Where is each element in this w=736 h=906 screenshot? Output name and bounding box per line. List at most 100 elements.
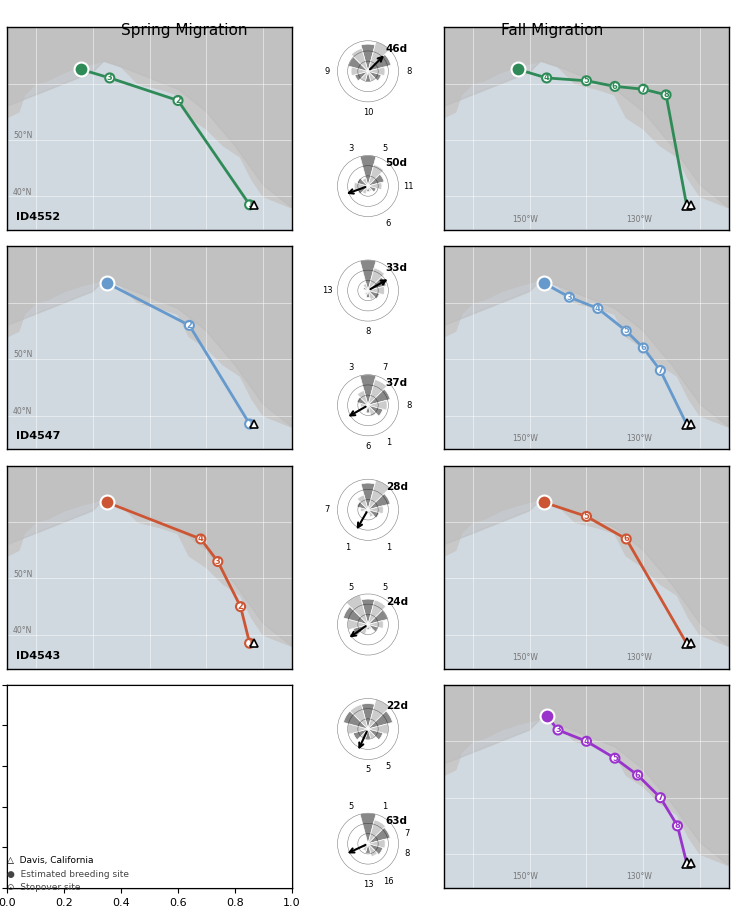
Circle shape bbox=[582, 76, 591, 85]
Wedge shape bbox=[368, 724, 389, 734]
Text: ID4547: ID4547 bbox=[16, 431, 60, 441]
Text: 3: 3 bbox=[348, 144, 354, 153]
Polygon shape bbox=[445, 685, 729, 865]
Wedge shape bbox=[366, 291, 368, 293]
Circle shape bbox=[105, 73, 114, 82]
Circle shape bbox=[565, 293, 574, 302]
Wedge shape bbox=[368, 711, 392, 729]
Text: 46d: 46d bbox=[386, 43, 408, 53]
Text: 130°W: 130°W bbox=[626, 872, 652, 882]
Text: 5: 5 bbox=[623, 326, 629, 335]
Text: 1: 1 bbox=[247, 200, 252, 209]
Text: 8: 8 bbox=[406, 67, 411, 76]
Wedge shape bbox=[353, 729, 368, 740]
Wedge shape bbox=[368, 186, 372, 191]
Text: 130°W: 130°W bbox=[626, 434, 652, 443]
Wedge shape bbox=[368, 729, 383, 740]
Wedge shape bbox=[344, 606, 368, 624]
Wedge shape bbox=[363, 284, 368, 291]
Text: 1: 1 bbox=[345, 543, 350, 552]
Wedge shape bbox=[368, 729, 375, 739]
Text: Fall Migration: Fall Migration bbox=[501, 23, 603, 38]
Text: 13: 13 bbox=[322, 286, 333, 295]
Text: ●  Estimated breeding site: ● Estimated breeding site bbox=[7, 870, 130, 879]
Wedge shape bbox=[368, 510, 373, 517]
Text: 37d: 37d bbox=[386, 378, 408, 388]
Wedge shape bbox=[368, 624, 372, 630]
Wedge shape bbox=[357, 178, 368, 186]
Text: 6: 6 bbox=[612, 82, 618, 91]
Wedge shape bbox=[366, 405, 370, 413]
Wedge shape bbox=[368, 67, 385, 76]
Polygon shape bbox=[7, 685, 291, 865]
Text: 6: 6 bbox=[634, 771, 640, 779]
Circle shape bbox=[542, 73, 551, 82]
Circle shape bbox=[656, 366, 665, 375]
Wedge shape bbox=[366, 290, 368, 291]
Circle shape bbox=[245, 639, 254, 648]
Polygon shape bbox=[445, 27, 729, 207]
Wedge shape bbox=[368, 480, 389, 510]
Wedge shape bbox=[353, 624, 368, 635]
Wedge shape bbox=[364, 843, 368, 844]
Circle shape bbox=[245, 419, 254, 429]
Polygon shape bbox=[445, 246, 729, 427]
Wedge shape bbox=[347, 595, 368, 624]
Circle shape bbox=[633, 771, 643, 780]
Circle shape bbox=[582, 512, 591, 521]
Polygon shape bbox=[7, 246, 291, 427]
Wedge shape bbox=[357, 495, 368, 510]
Wedge shape bbox=[361, 729, 368, 739]
Circle shape bbox=[662, 91, 670, 100]
Wedge shape bbox=[368, 72, 375, 82]
Polygon shape bbox=[445, 685, 729, 865]
Wedge shape bbox=[362, 843, 368, 848]
Text: 150°W: 150°W bbox=[512, 434, 539, 443]
Wedge shape bbox=[368, 165, 383, 186]
Wedge shape bbox=[357, 397, 368, 405]
Text: 1: 1 bbox=[386, 543, 391, 552]
Text: 3: 3 bbox=[348, 363, 354, 372]
Polygon shape bbox=[7, 246, 291, 427]
Wedge shape bbox=[368, 610, 388, 624]
Polygon shape bbox=[7, 27, 291, 207]
Text: 2: 2 bbox=[186, 321, 192, 330]
Wedge shape bbox=[360, 375, 376, 405]
Wedge shape bbox=[368, 621, 383, 629]
Text: 33d: 33d bbox=[386, 263, 408, 273]
Text: ID4543: ID4543 bbox=[16, 651, 60, 660]
Wedge shape bbox=[351, 67, 368, 76]
Wedge shape bbox=[368, 405, 383, 416]
Wedge shape bbox=[366, 843, 370, 853]
Wedge shape bbox=[361, 599, 375, 624]
Wedge shape bbox=[368, 400, 387, 410]
Text: 3: 3 bbox=[567, 293, 573, 302]
Wedge shape bbox=[368, 268, 385, 291]
Text: 6: 6 bbox=[365, 441, 371, 450]
Wedge shape bbox=[367, 291, 369, 297]
Circle shape bbox=[174, 96, 183, 105]
Circle shape bbox=[639, 343, 648, 352]
Circle shape bbox=[593, 304, 602, 313]
Wedge shape bbox=[360, 260, 376, 291]
Text: 5: 5 bbox=[365, 766, 371, 775]
Polygon shape bbox=[445, 466, 729, 646]
Polygon shape bbox=[7, 466, 291, 646]
Polygon shape bbox=[445, 27, 729, 207]
Wedge shape bbox=[357, 502, 368, 510]
Text: 22d: 22d bbox=[386, 701, 408, 711]
Text: 63d: 63d bbox=[386, 816, 408, 826]
Text: 24d: 24d bbox=[386, 597, 408, 607]
Text: 16: 16 bbox=[383, 877, 394, 885]
Text: ID4552: ID4552 bbox=[16, 212, 60, 222]
Text: 4: 4 bbox=[584, 737, 590, 746]
Wedge shape bbox=[365, 405, 368, 409]
Circle shape bbox=[610, 82, 620, 91]
Text: 6: 6 bbox=[640, 343, 646, 352]
Polygon shape bbox=[7, 685, 291, 865]
Circle shape bbox=[185, 321, 194, 330]
Circle shape bbox=[245, 858, 254, 867]
Wedge shape bbox=[347, 619, 368, 630]
Text: 50°N: 50°N bbox=[13, 789, 32, 798]
Text: 50°N: 50°N bbox=[13, 570, 32, 579]
